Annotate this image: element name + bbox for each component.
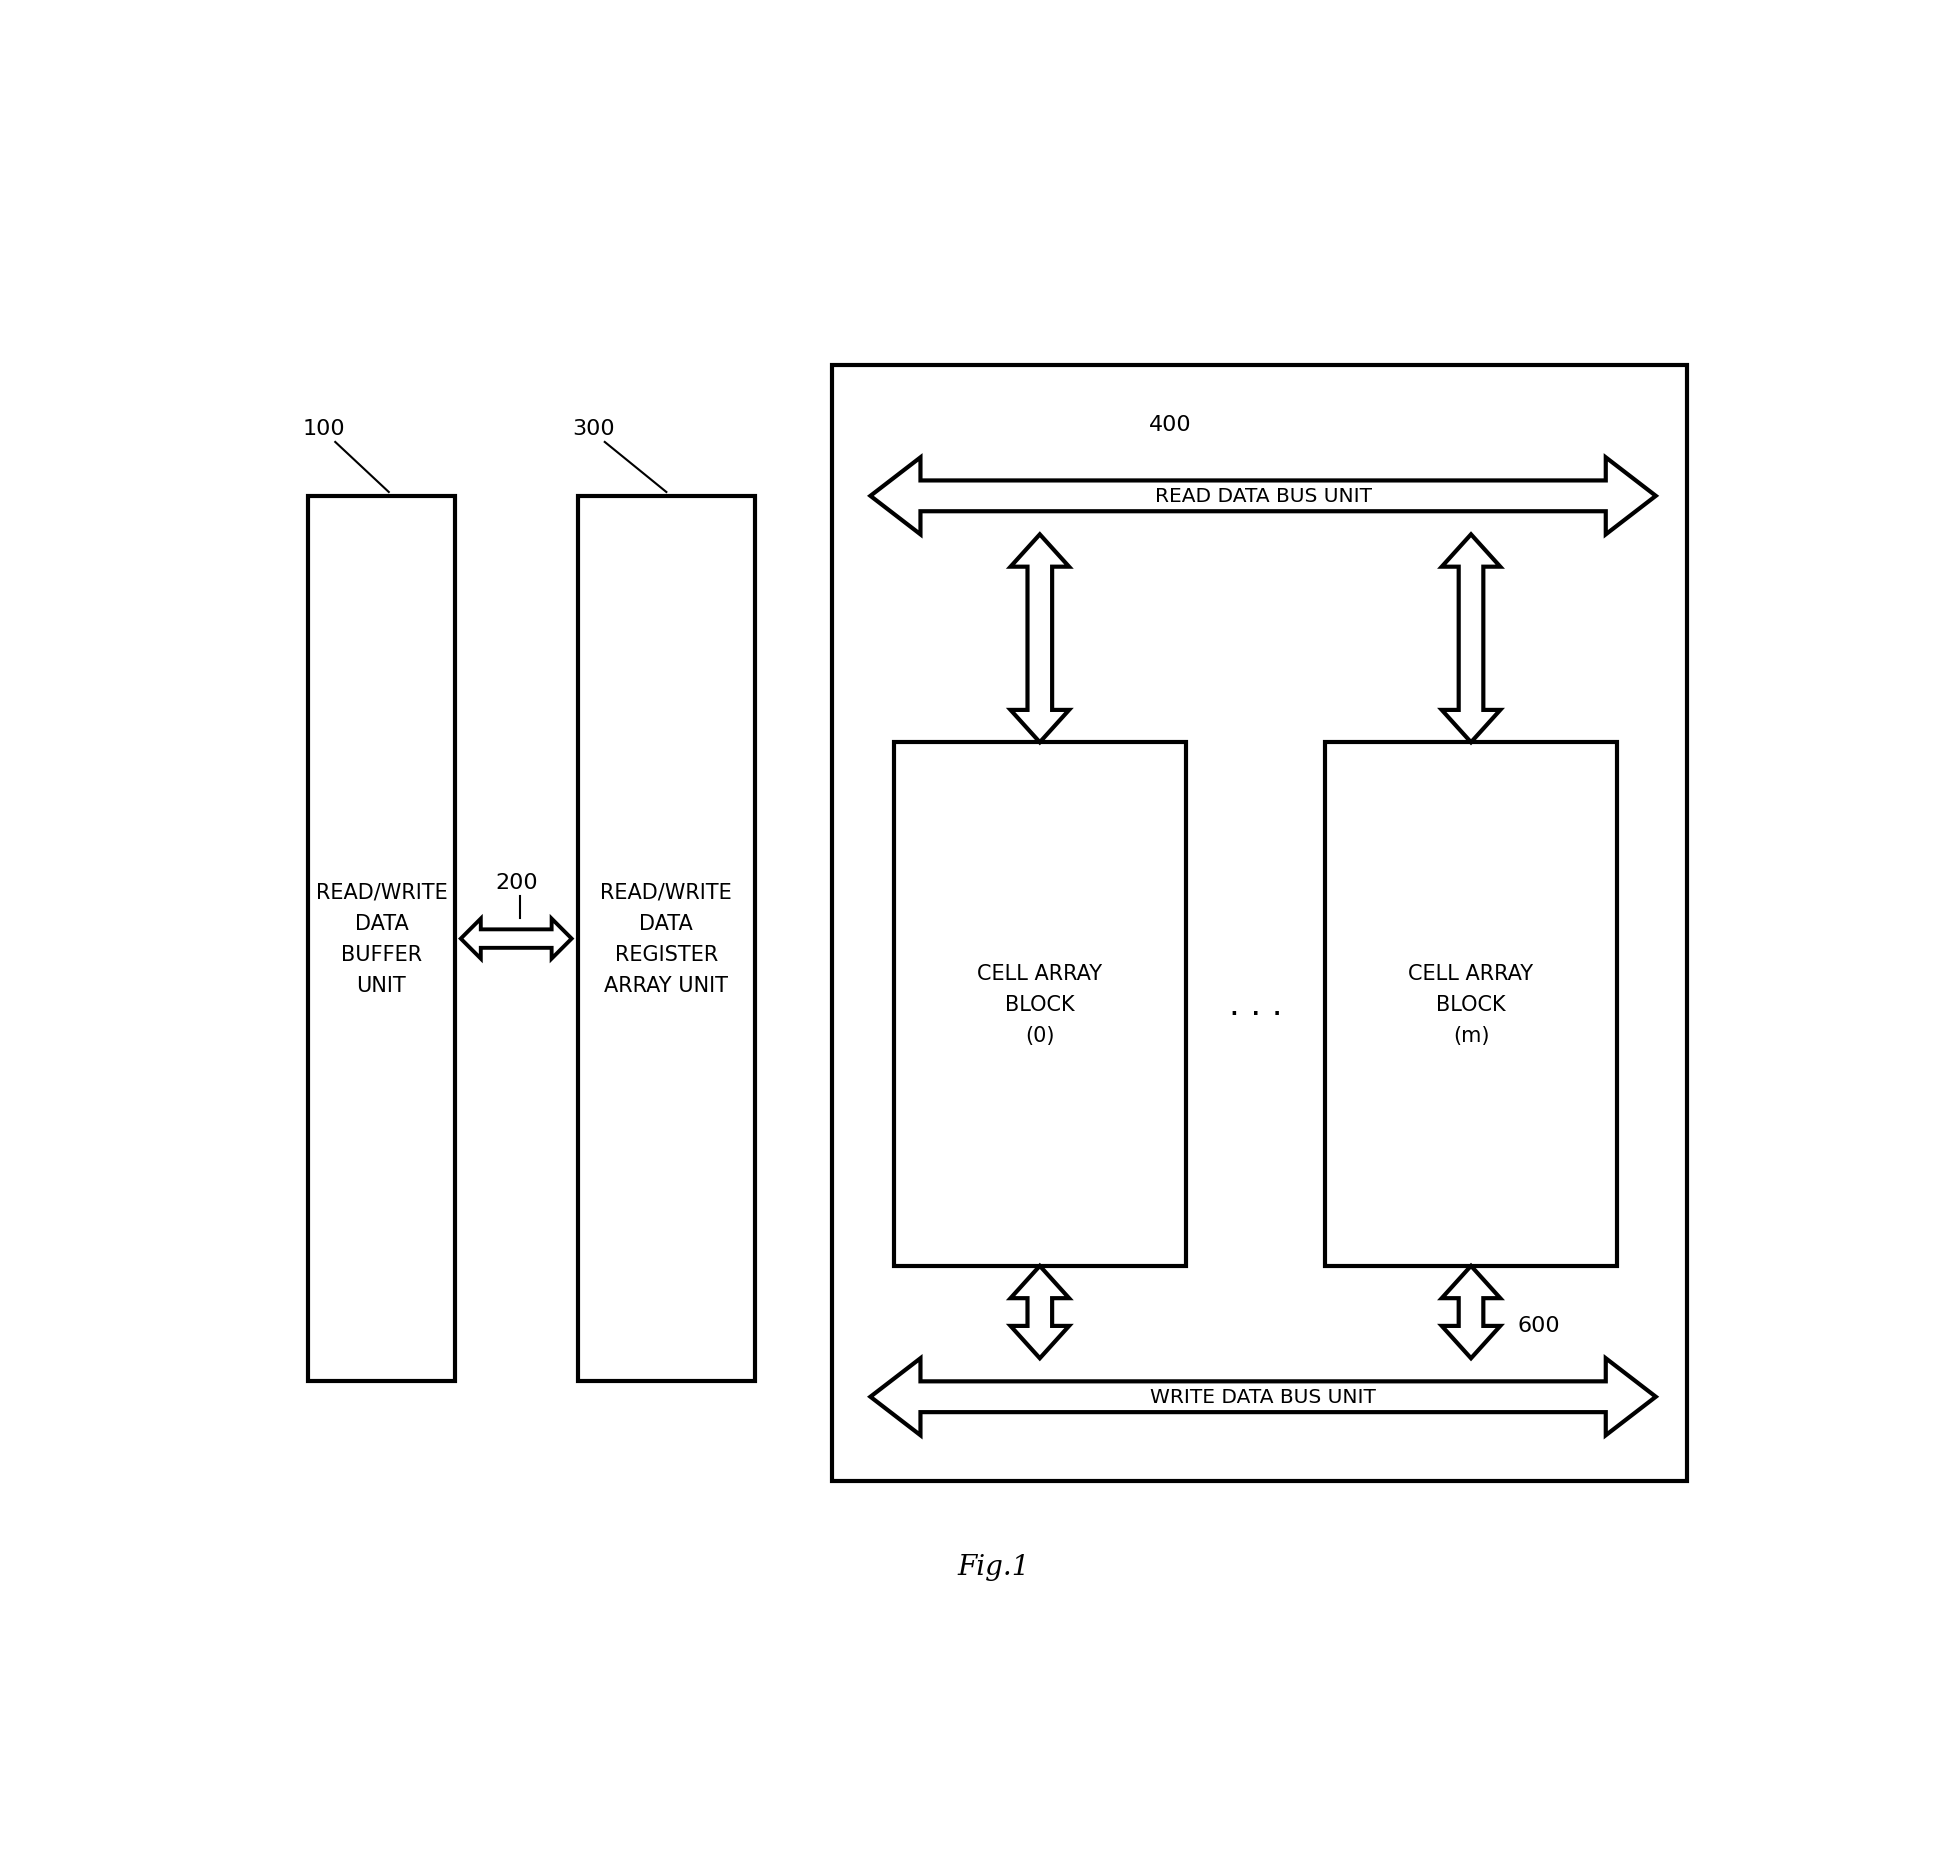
Text: 400: 400 — [1149, 416, 1192, 436]
Text: READ/WRITE
DATA
BUFFER
UNIT: READ/WRITE DATA BUFFER UNIT — [315, 883, 447, 996]
Polygon shape — [1010, 534, 1068, 742]
Text: 500: 500 — [1082, 490, 1124, 510]
Text: CELL ARRAY
BLOCK
(0): CELL ARRAY BLOCK (0) — [977, 963, 1103, 1046]
Text: READ/WRITE
DATA
REGISTER
ARRAY UNIT: READ/WRITE DATA REGISTER ARRAY UNIT — [600, 883, 731, 996]
Polygon shape — [461, 918, 571, 959]
Polygon shape — [1442, 1267, 1500, 1358]
Text: 300: 300 — [573, 419, 615, 440]
Text: 500: 500 — [1513, 490, 1556, 510]
Text: . . .: . . . — [1229, 989, 1283, 1020]
Bar — [1325, 742, 1618, 1267]
Text: WRITE DATA BUS UNIT: WRITE DATA BUS UNIT — [1149, 1388, 1376, 1406]
Text: 200: 200 — [495, 874, 538, 892]
Bar — [832, 365, 1687, 1482]
Polygon shape — [1010, 1267, 1068, 1358]
Bar — [894, 742, 1186, 1267]
Bar — [308, 497, 455, 1382]
Polygon shape — [871, 458, 1656, 534]
Text: READ DATA BUS UNIT: READ DATA BUS UNIT — [1155, 488, 1372, 506]
Text: Fig.1: Fig.1 — [958, 1553, 1029, 1580]
Bar — [579, 497, 755, 1382]
Polygon shape — [1442, 534, 1500, 742]
Polygon shape — [871, 1358, 1656, 1436]
Text: 600: 600 — [1517, 1315, 1560, 1336]
Text: 100: 100 — [302, 419, 344, 440]
Text: CELL ARRAY
BLOCK
(m): CELL ARRAY BLOCK (m) — [1409, 963, 1534, 1046]
